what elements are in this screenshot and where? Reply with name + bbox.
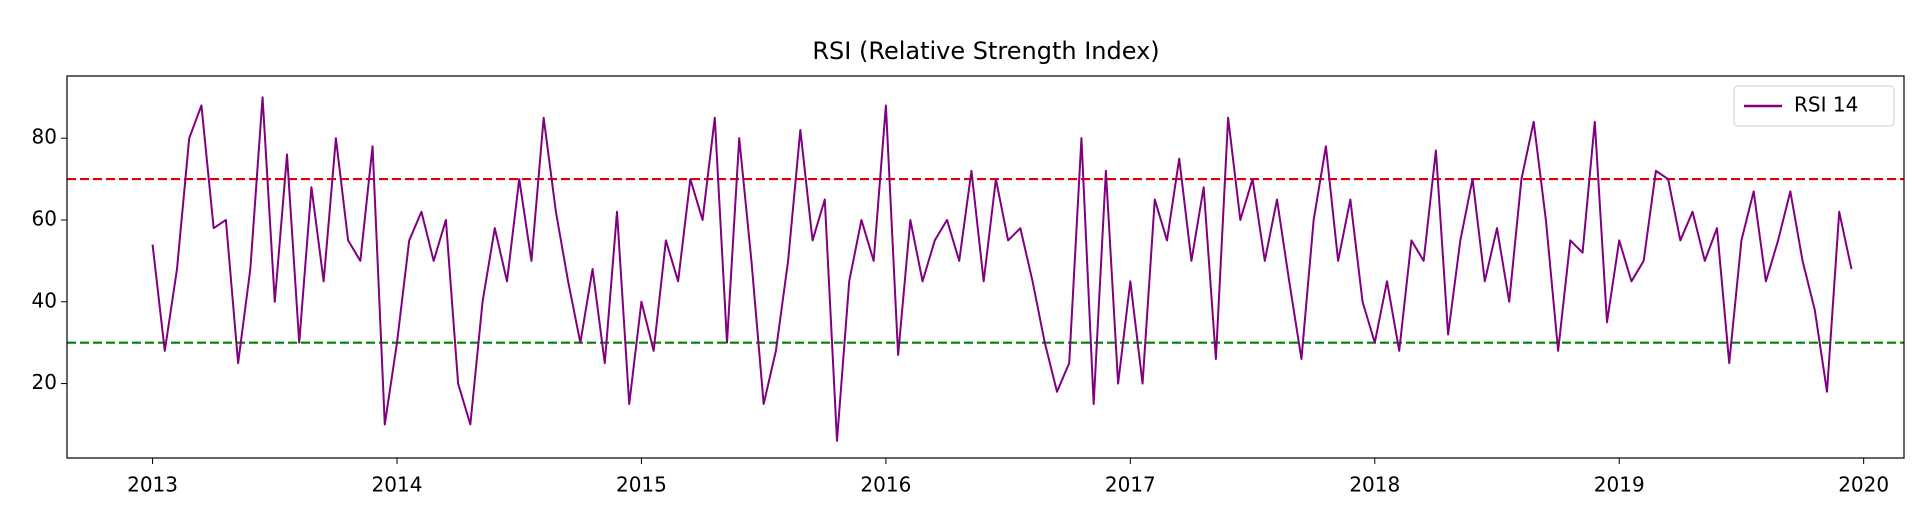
data-line [151, 96, 1853, 442]
x-tick-label: 2014 [372, 473, 423, 497]
y-tick-label: 40 [32, 288, 57, 312]
x-tick-label: 2015 [616, 473, 667, 497]
x-tick-label: 2019 [1594, 473, 1645, 497]
x-tick-label: 2018 [1349, 473, 1400, 497]
x-tick-label: 2020 [1838, 473, 1889, 497]
y-tick-label: 60 [32, 206, 57, 230]
x-tick-label: 2016 [860, 473, 911, 497]
y-tick-label: 80 [32, 125, 57, 149]
x-tick-label: 2013 [127, 473, 178, 497]
y-tick-label: 20 [32, 370, 57, 394]
plot-frame [66, 75, 1905, 459]
legend-box [1733, 85, 1895, 127]
legend-label: RSI 14 [1794, 93, 1858, 117]
chart-title: RSI (Relative Strength Index) [812, 37, 1159, 65]
x-tick-label: 2017 [1105, 473, 1156, 497]
